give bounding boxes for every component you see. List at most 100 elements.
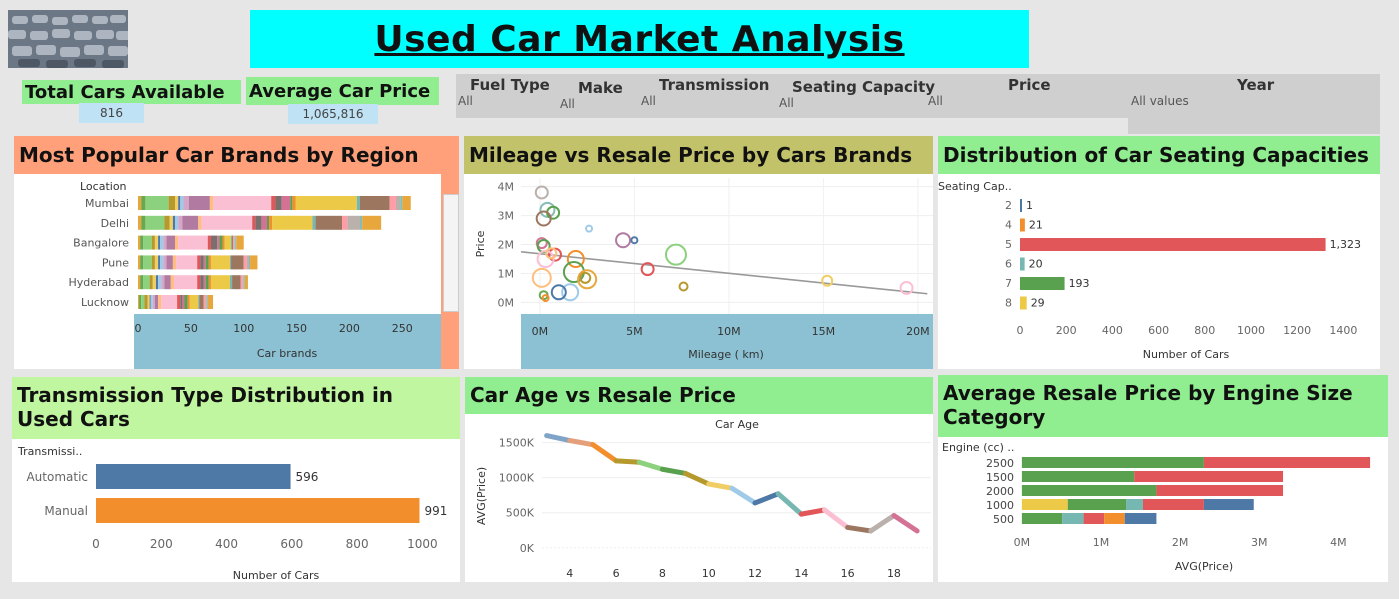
brands-bar-segment xyxy=(269,215,273,230)
mileage-scatter-point xyxy=(535,210,552,227)
mileage-scatter-point xyxy=(579,271,592,284)
brands-bar-segment xyxy=(176,255,198,270)
brands-bar-segment xyxy=(177,295,181,309)
brands-bar-segment xyxy=(210,235,218,250)
filter-make-label: Make xyxy=(578,79,623,97)
transmission-x-tick-label: 800 xyxy=(346,537,369,551)
filter-seating-capacity-label: Seating Capacity xyxy=(792,78,936,96)
mileage-y-tick-label: 0M xyxy=(498,296,515,309)
car-age-top-label: Car Age xyxy=(715,418,759,431)
mileage-y-tick-label: 2M xyxy=(498,239,515,252)
dashboard-title: Used Car Market Analysis xyxy=(374,18,905,60)
brands-bar-segment xyxy=(236,235,244,250)
brands-bar-segment xyxy=(189,295,199,309)
brands-bar-segment xyxy=(243,255,247,270)
brands-bar-segment xyxy=(149,295,151,309)
car-age-line-segment xyxy=(821,507,851,530)
brands-bar-segment xyxy=(197,275,201,290)
brands-bar-segment xyxy=(200,255,204,270)
brands-bar-segment xyxy=(199,295,204,309)
mileage-scatter-point xyxy=(566,250,585,269)
filter-seating-capacity[interactable]: Seating Capacity All xyxy=(779,78,935,110)
engine-bar-segment xyxy=(1203,457,1371,468)
brands-bar-segment xyxy=(155,275,159,290)
panel-transmission-header: Transmission Type Distribution in Used C… xyxy=(12,377,460,439)
brands-bar-segment xyxy=(150,295,153,309)
brands-bar-segment xyxy=(224,235,232,250)
transmission-category-label: Automatic xyxy=(26,470,88,484)
brands-bar-segment xyxy=(360,215,363,230)
brands-bar-segment xyxy=(145,215,165,230)
car-age-line-segment xyxy=(659,466,689,476)
seating-value-label: 21 xyxy=(1029,219,1043,232)
brands-bar-segment xyxy=(400,196,403,210)
brands-bar-segment xyxy=(261,215,267,230)
brands-bar-segment xyxy=(143,235,152,250)
brands-bar-segment xyxy=(347,215,360,230)
brands-bar-segment xyxy=(144,295,148,309)
brands-bar-segment xyxy=(244,275,248,290)
brands-x-tick-label: 100 xyxy=(233,322,254,335)
brands-bar-segment xyxy=(208,275,211,290)
filter-transmission[interactable]: Transmission All xyxy=(641,76,769,108)
car-age-x-tick-label: 4 xyxy=(566,567,573,580)
seating-value-label: 1 xyxy=(1026,199,1033,212)
filter-fuel-type[interactable]: Fuel Type All xyxy=(458,76,550,108)
brands-bar-segment xyxy=(139,295,142,309)
seating-x-tick-label: 0 xyxy=(1017,324,1024,337)
filter-price[interactable]: Price All xyxy=(928,76,1051,108)
brands-bar-segment xyxy=(207,235,211,250)
seating-bar xyxy=(1020,296,1027,310)
filter-year[interactable]: Year All values xyxy=(1131,76,1274,108)
engine-x-axis-label: AVG(Price) xyxy=(1175,560,1233,573)
engine-category-label: 2000 xyxy=(986,485,1014,498)
brands-bar-segment xyxy=(169,215,173,230)
car-age-y-tick-label: 0K xyxy=(520,542,535,555)
engine-bar-segment xyxy=(1104,513,1125,524)
mileage-scatter-point xyxy=(664,243,687,266)
brands-bar-segment xyxy=(208,255,211,270)
seating-category-label: 2 xyxy=(1005,199,1012,212)
brands-bar-segment xyxy=(178,196,181,210)
seating-row-header: Seating Cap.. xyxy=(938,180,1012,193)
filter-fuel-type-label: Fuel Type xyxy=(470,76,550,94)
car-age-line-segment xyxy=(868,513,897,534)
brands-bar-segment xyxy=(205,295,207,309)
brands-bar-segment xyxy=(232,275,241,290)
mileage-scatter-point xyxy=(630,236,639,245)
brands-bar-segment xyxy=(170,275,174,290)
transmission-bar xyxy=(96,464,291,489)
brands-bar-segment xyxy=(161,295,178,309)
filter-bar-extension xyxy=(1128,118,1380,134)
panel-seating-header: Distribution of Car Seating Capacities xyxy=(938,136,1380,174)
filter-make-value: All xyxy=(560,97,575,111)
brands-bar-segment xyxy=(158,255,161,270)
dashboard-title-banner: Used Car Market Analysis xyxy=(250,10,1029,68)
brands-bar-segment xyxy=(197,255,201,270)
brands-bar-segment xyxy=(188,196,210,210)
brands-bar-segment xyxy=(360,196,390,210)
seating-bar xyxy=(1020,277,1065,290)
brands-bar-segment xyxy=(315,215,343,230)
brands-bar-segment xyxy=(229,275,233,290)
seating-x-tick-label: 600 xyxy=(1148,324,1169,337)
brands-scrollbar[interactable] xyxy=(443,194,459,312)
filter-transmission-value: All xyxy=(641,94,656,108)
car-age-line-segment xyxy=(891,513,920,534)
brands-bar-segment xyxy=(138,215,142,230)
mileage-x-tick-label: 20M xyxy=(906,325,930,338)
mileage-scatter-point xyxy=(536,250,555,269)
filter-make[interactable]: Make All xyxy=(560,79,623,111)
seating-bar xyxy=(1020,218,1025,232)
engine-bar-segment xyxy=(1021,513,1063,524)
brands-bar-segment xyxy=(229,255,232,270)
mileage-trend-line xyxy=(520,250,928,295)
engine-bar-segment xyxy=(1067,499,1127,510)
brands-bar-segment xyxy=(206,295,208,309)
kpi-total-cars-value: 816 xyxy=(79,103,144,123)
brands-bar-segment xyxy=(198,295,200,309)
brands-bar-segment xyxy=(207,295,214,309)
seating-value-label: 1,323 xyxy=(1330,238,1362,251)
car-age-line-segment xyxy=(683,470,712,487)
